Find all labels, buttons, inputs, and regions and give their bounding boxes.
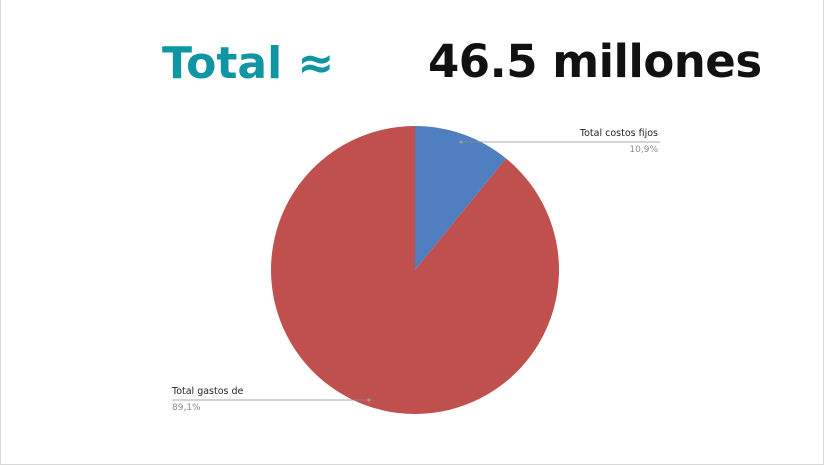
total-amount: 46.5 millones [428,35,762,88]
leader-dot [367,398,371,402]
pie-leaders: Total costos fijos 10,9% Total gastos de 89… [171,128,660,413]
slice-label: Total costos fijos [579,128,658,139]
leader-dot [459,140,463,144]
total-label: Total ≈ [162,38,335,89]
slice-label: Total gastos de [171,386,244,397]
pie-slices [271,126,560,415]
slice-value-label: 89,1% [172,403,201,413]
pie-slice-costos-fijos [415,126,507,270]
pie-slice-gastos [271,126,560,415]
slice-value-label: 10,9% [629,145,658,155]
